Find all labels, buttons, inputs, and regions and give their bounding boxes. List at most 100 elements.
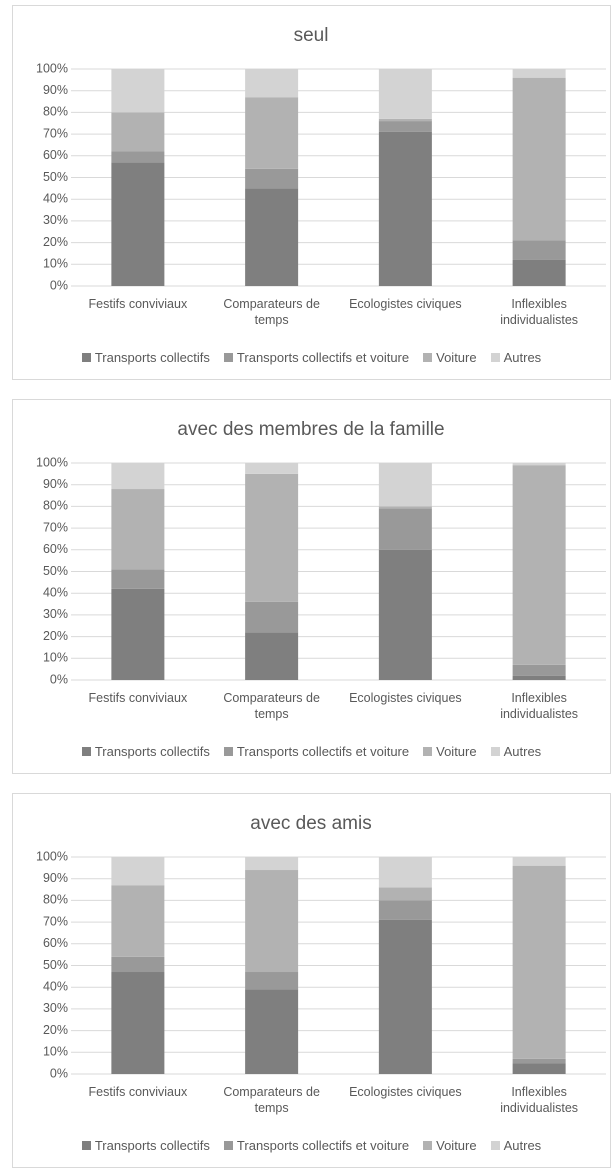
bar-segment (378, 919, 432, 1074)
y-tick-label: 100% (36, 61, 68, 75)
bar-segment (245, 632, 299, 680)
legend-item: Transports collectifs et voiture (223, 744, 410, 759)
bar-segment (512, 240, 566, 260)
legend: Transports collectifs Transports collecti… (13, 350, 610, 365)
bar-segment (512, 675, 566, 680)
legend-item: Autres (490, 744, 541, 759)
y-tick-label: 90% (43, 83, 68, 97)
legend-swatch (423, 353, 433, 362)
x-tick-label: Ecologistes civiques (349, 691, 462, 705)
bar-segment (245, 69, 299, 98)
legend-label: Voiture (436, 744, 477, 759)
y-tick-label: 60% (43, 148, 68, 162)
bar-segment (111, 112, 165, 152)
legend-item: Voiture (423, 350, 477, 365)
x-tick-label: Inflexibles individualistes (500, 1085, 579, 1115)
legend-swatch (490, 747, 500, 756)
bar-segment (378, 887, 432, 901)
bar-segment (378, 508, 432, 550)
legend-label: Transports collectifs et voiture (236, 744, 410, 759)
legend-item: Transports collectifs (81, 744, 210, 759)
bar-segment (378, 118, 432, 122)
y-tick-label: 0% (50, 1066, 68, 1080)
x-tick-label: Inflexibles individualistes (500, 691, 579, 721)
bar-segment (512, 865, 566, 1059)
x-tick-label: Comparateurs de temps (223, 1085, 320, 1115)
y-tick-label: 70% (43, 914, 68, 928)
y-tick-label: 60% (43, 936, 68, 950)
x-tick-label: Inflexibles individualistes (500, 297, 579, 327)
bar-segment (512, 1063, 566, 1074)
y-tick-label: 0% (50, 278, 68, 292)
chart: avec des membres de la famille 0% 10% 20% 30… (36, 419, 606, 686)
bar-segment (512, 664, 566, 676)
y-tick-label: 100% (36, 455, 68, 469)
bar-segment (378, 121, 432, 132)
x-tick-label: Ecologistes civiques (349, 1085, 462, 1099)
bar-segment (245, 870, 299, 973)
bar-segment (378, 463, 432, 507)
bar-segment (111, 463, 165, 490)
bar-segment (512, 77, 566, 241)
y-tick-label: 50% (43, 958, 68, 972)
legend-item: Transports collectifs (81, 1138, 210, 1153)
legend-item: Transports collectifs (81, 350, 210, 365)
y-tick-label: 20% (43, 1023, 68, 1037)
chart-title: avec des membres de la famille (177, 419, 444, 440)
y-tick-label: 50% (43, 170, 68, 184)
x-tick-label: Comparateurs de temps (223, 691, 320, 721)
legend-label: Transports collectifs (94, 1138, 210, 1153)
legend-item: Autres (490, 350, 542, 365)
y-tick-label: 10% (43, 257, 68, 271)
x-tick-label: Festifs conviviaux (88, 297, 188, 311)
legend-item: Voiture (423, 1138, 477, 1153)
bar-segment (512, 1058, 566, 1064)
bar-segment (245, 463, 299, 474)
chart-panel: seul 0% 10% 20% 30% 40% 50% 60% 70% 80% 90% 100% Fes… (12, 5, 611, 380)
chart: seul 0% 10% 20% 30% 40% 50% 60% 70% 80% 90% 100% (36, 25, 606, 292)
chart: avec des amis 0% 10% 20% 30% 40% 50% 60% 70% 80% 9… (36, 813, 606, 1080)
y-tick-label: 50% (43, 564, 68, 578)
bar-segment (378, 900, 432, 920)
bar-segment (378, 131, 432, 286)
legend-item: Transports collectifs et voiture (223, 350, 409, 365)
legend-label: Voiture (436, 350, 477, 365)
bar-segment (111, 162, 165, 286)
legend-swatch (490, 353, 500, 362)
bar-segment (245, 168, 299, 189)
bar-segment (245, 857, 299, 871)
legend-item: Voiture (423, 744, 477, 759)
bar-segment (245, 188, 299, 286)
y-tick-label: 100% (36, 849, 68, 863)
y-tick-label: 90% (43, 871, 68, 885)
y-tick-label: 70% (43, 520, 68, 534)
bar-segment (111, 489, 165, 570)
legend-swatch (223, 747, 233, 756)
legend-label: Transports collectifs (94, 350, 210, 365)
bar-segment (245, 473, 299, 602)
bar-segment (111, 588, 165, 680)
y-tick-label: 80% (43, 499, 68, 513)
chart-panel: avec des amis 0% 10% 20% 30% 40% 50% 60% 70% 80% 9… (12, 793, 611, 1168)
bar-segment (111, 956, 165, 973)
bar-segment (378, 857, 432, 888)
legend-label: Voiture (436, 1138, 477, 1153)
legend-swatch (81, 1141, 91, 1150)
y-tick-label: 20% (43, 629, 68, 643)
x-tick-label: Festifs conviviaux (88, 691, 188, 705)
legend-label: Autres (503, 350, 542, 365)
bar-segment (111, 857, 165, 886)
y-tick-label: 20% (43, 235, 68, 249)
bar-segment (512, 259, 566, 286)
y-tick-label: 40% (43, 979, 68, 993)
legend: Transports collectifs Transports collecti… (13, 1138, 610, 1153)
legend-item: Autres (490, 1138, 541, 1153)
y-tick-label: 40% (43, 191, 68, 205)
y-tick-label: 80% (43, 893, 68, 907)
legend-swatch (423, 1141, 433, 1150)
bar-segment (512, 465, 566, 665)
y-tick-label: 60% (43, 542, 68, 556)
bar-segment (378, 506, 432, 509)
bar-segment (111, 151, 165, 163)
